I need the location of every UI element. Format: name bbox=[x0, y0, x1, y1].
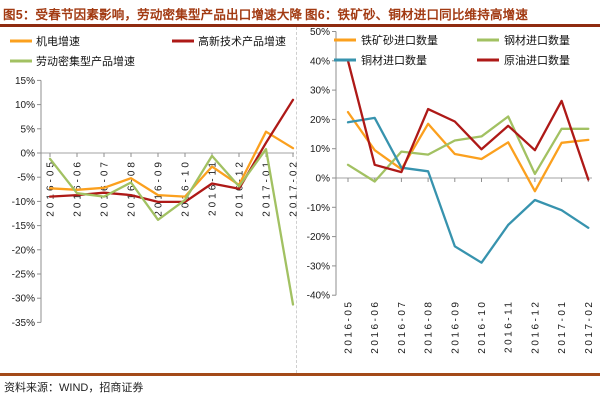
x-tick-label: 2017-01 bbox=[557, 300, 568, 354]
y-tick-label: -35% bbox=[12, 318, 35, 329]
y-tick-label: 50% bbox=[310, 27, 330, 38]
y-tick-label: -10% bbox=[307, 203, 330, 214]
x-tick-label: 2016-06 bbox=[73, 159, 84, 217]
x-tick-label: 2016-05 bbox=[344, 300, 355, 354]
figure6-line-chart: 50% 40% 30% 20% 10% 0% -10% -20% -30% -40% 2016-05… bbox=[307, 27, 595, 354]
y-tick-label: -20% bbox=[12, 245, 35, 256]
y-tick-label: -5% bbox=[17, 173, 35, 184]
x-tick-label: 2016-10 bbox=[181, 159, 192, 217]
y-tick-label: 15% bbox=[15, 76, 35, 87]
series-labor-intensive-export-growth bbox=[48, 147, 295, 306]
source-note: 资料来源：WIND，招商证券 bbox=[4, 382, 144, 394]
title-underline-rule bbox=[0, 24, 600, 27]
x-tick-label: 2016-08 bbox=[127, 159, 138, 217]
legend-label-iron-ore-imports: 铁矿砂进口数量 bbox=[361, 34, 438, 47]
x-tick-label: 2017-01 bbox=[262, 159, 273, 217]
y-tick-label: -15% bbox=[12, 221, 35, 232]
legend-label-high-tech-export-growth: 高新技术产品增速 bbox=[198, 34, 286, 48]
legend-label-labor-intensive-export-growth: 劳动密集型产品增速 bbox=[36, 54, 135, 68]
legend-label-crude-oil-imports: 原油进口数量 bbox=[504, 53, 570, 67]
panel-divider bbox=[296, 27, 297, 373]
series-copper-imports bbox=[346, 116, 590, 264]
x-tick-label: 2017-02 bbox=[289, 159, 299, 217]
y-tick-label: 20% bbox=[310, 115, 330, 126]
figure6-title: 图6：铁矿砂、铜材进口同比维持高增速 bbox=[305, 8, 529, 22]
legend-label-copper-imports: 铜材进口数量 bbox=[361, 53, 427, 67]
y-tick-label: -10% bbox=[12, 197, 35, 208]
y-tick-label: -25% bbox=[12, 270, 35, 281]
y-tick-label: -20% bbox=[307, 232, 330, 243]
x-tick-label: 2016-06 bbox=[370, 300, 381, 354]
y-tick-label: -30% bbox=[307, 261, 330, 272]
y-tick-label: 30% bbox=[310, 86, 330, 97]
figure5-line-chart: 15% 10% 5% 0% -5% -10% -15% -20% -25% -30% -35% 201… bbox=[10, 34, 299, 329]
series-crude-oil-imports bbox=[346, 59, 590, 181]
x-tick-label: 2017-02 bbox=[584, 300, 595, 354]
y-tick-label: -40% bbox=[307, 291, 330, 302]
x-tick-label: 2016-11 bbox=[504, 300, 515, 353]
legend-label-electromechanical-export-growth: 机电增速 bbox=[36, 34, 80, 48]
y-tick-label: 0% bbox=[21, 149, 36, 160]
x-tick-label: 2016-11 bbox=[208, 159, 219, 216]
figure5-title: 图5：受春节因素影响，劳动密集型产品出口增速大降 bbox=[3, 8, 303, 22]
y-tick-label: 10% bbox=[310, 144, 330, 155]
x-tick-label: 2016-09 bbox=[154, 159, 165, 217]
x-tick-label: 2016-10 bbox=[477, 300, 488, 354]
series-electromechanical-export-growth bbox=[48, 130, 295, 198]
legend-label-steel-imports: 钢材进口数量 bbox=[504, 33, 570, 47]
x-tick-label: 2016-07 bbox=[397, 300, 408, 354]
y-tick-label: 40% bbox=[310, 56, 330, 67]
x-tick-label: 2016-08 bbox=[424, 300, 435, 354]
x-tick-label: 2016-12 bbox=[530, 300, 541, 354]
y-tick-label: 5% bbox=[21, 124, 36, 135]
y-tick-label: 0% bbox=[316, 174, 331, 185]
y-tick-label: 10% bbox=[15, 100, 35, 111]
bottom-rule bbox=[0, 373, 600, 376]
series-iron-ore-imports bbox=[346, 110, 590, 193]
x-tick-label: 2016-09 bbox=[450, 300, 461, 354]
y-tick-label: -30% bbox=[12, 294, 35, 305]
series-steel-imports bbox=[346, 115, 590, 183]
